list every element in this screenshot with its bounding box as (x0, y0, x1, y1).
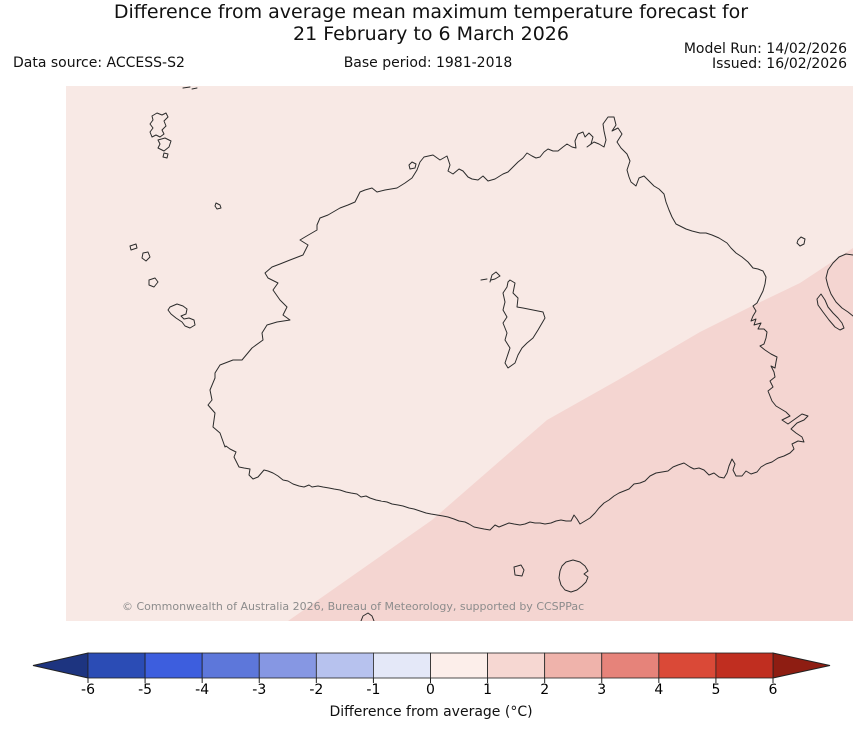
colorbar-tick-label: -4 (195, 682, 210, 698)
colorbar-tick-label: 2 (540, 682, 550, 698)
page-title-line2: 21 February to 6 March 2026 (292, 23, 569, 45)
colorbar-axis-label: Difference from average (°C) (329, 704, 533, 720)
colorbar (32, 652, 831, 683)
colorbar-segment (315, 652, 374, 679)
main-island-coastline (207, 116, 809, 531)
colorbar-segment (87, 652, 146, 679)
colorbar-segment (487, 652, 546, 679)
anomaly-region-plus1-plus2 (288, 248, 853, 621)
colorbar-tick-label: -3 (252, 682, 267, 698)
small-islet-marks (480, 271, 501, 283)
colorbar-tick-label: -6 (81, 682, 95, 698)
page-title: Difference from average mean maximum tem… (0, 1, 862, 45)
colorbar-tick-label: -2 (309, 682, 324, 698)
colorbar-segment (201, 652, 260, 679)
east-edge-island (825, 253, 853, 317)
map-svg (129, 86, 853, 621)
colorbar-tick-label: -1 (366, 682, 381, 698)
colorbar-tick-label: -5 (138, 682, 153, 698)
northwest-island-chain (149, 112, 172, 159)
colorbar-segment (144, 652, 203, 679)
colorbar-segment (658, 652, 717, 679)
colorbar-segment (544, 652, 603, 679)
colorbar-tick-label: 1 (483, 682, 493, 698)
colorbar-tick-label: 5 (711, 682, 721, 698)
colorbar-segment (601, 652, 660, 679)
colorbar-segment (258, 652, 317, 679)
map-canvas: © Commonwealth of Australia 2026, Bureau… (66, 86, 853, 621)
colorbar-segment (715, 652, 774, 679)
colorbar-segment (430, 652, 488, 679)
southern-islets (360, 559, 589, 621)
issued-label: Issued: 16/02/2026 (712, 56, 847, 72)
colorbar-segment (373, 652, 431, 679)
page-title-line1: Difference from average mean maximum tem… (113, 1, 749, 23)
east-banana-islet (816, 293, 845, 331)
colorbar-right-arrow (772, 652, 831, 679)
northeast-islet (796, 236, 806, 247)
central-island-coastline (502, 279, 546, 369)
north-islet (408, 161, 417, 170)
top-edge-islet-marks (182, 86, 198, 90)
base-period-label: Base period: 1981-2018 (343, 55, 513, 71)
model-run-label: Model Run: 14/02/2026 (683, 41, 847, 57)
colorbar-tick-label: 0 (426, 682, 435, 698)
colorbar-tick-label: 6 (768, 682, 778, 698)
data-source-label: Data source: ACCESS-S2 (13, 55, 185, 71)
southwest-island (167, 303, 196, 329)
colorbar-left-arrow (32, 652, 89, 679)
western-islets (129, 202, 222, 288)
copyright-text: © Commonwealth of Australia 2026, Bureau… (122, 600, 585, 613)
colorbar-tick-label: 4 (654, 682, 664, 698)
colorbar-tick-label: 3 (597, 682, 607, 698)
